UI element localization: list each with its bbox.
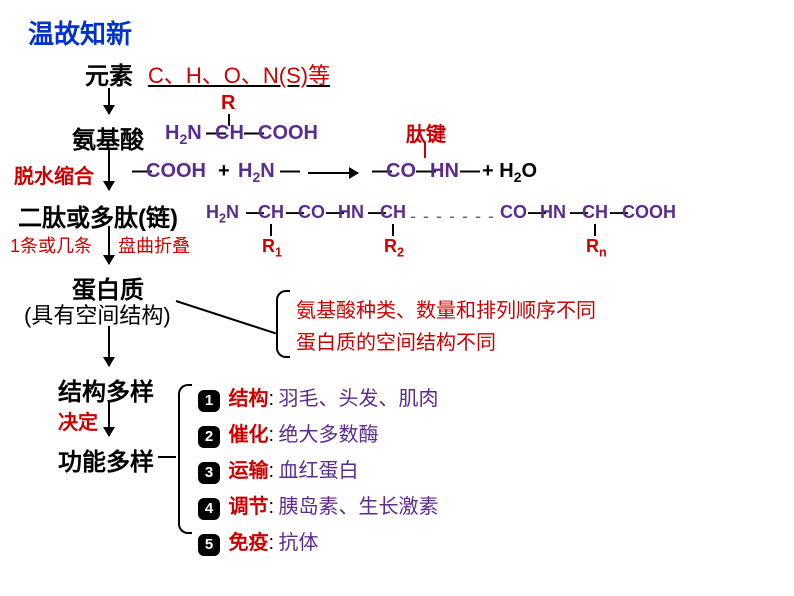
reason-2: 蛋白质的空间结构不同 [296,326,496,355]
bracket-reasons [276,290,290,358]
func-label-1: 结构 [228,388,268,410]
chain-ch1: CH [258,202,284,223]
chain-ch3: CH [582,202,608,223]
label-function-diverse: 功能多样 [58,442,154,477]
arrow-protein-to-structure [108,326,110,366]
func-row-5: 5 免疫: 抗体 [198,526,438,556]
badge-3: 3 [198,462,220,484]
func-label-4: 调节 [228,496,268,518]
chain-ch2: CH [380,202,406,223]
reason-1: 氨基酸种类、数量和排列顺序不同 [296,294,596,323]
page-title: 温故知新 [28,14,132,51]
rbond-1 [270,224,272,236]
chain-rn: Rn [586,236,607,260]
bond-r2: — [280,160,300,183]
func-row-4: 4 调节: 胰岛素、生长激素 [198,490,438,520]
func-label-3: 运输 [228,460,268,482]
label-determines: 决定 [58,406,98,435]
rbond-2 [392,224,394,236]
formula-cooh-1: COOH [258,122,318,145]
formula-ch-1: CH [215,122,244,145]
badge-1: 1 [198,390,220,412]
func-row-1: 1 结构: 羽毛、头发、肌肉 [198,382,438,412]
arrow-elements-to-aminoacid [108,88,110,114]
chain-r1: R1 [262,236,282,260]
arrow-aminoacid-to-peptide [108,150,110,190]
label-dehydration: 脱水缩合 [14,160,94,189]
reaction-co: CO [386,160,416,183]
bond-r5: — [460,160,480,183]
badge-5: 5 [198,534,220,556]
func-row-2: 2 催化: 绝大多数酶 [198,418,438,448]
label-coil-fold: 盘曲折叠 [118,232,190,258]
func-row-3: 3 运输: 血红蛋白 [198,454,438,484]
peptide-bond-line [424,142,426,158]
chain-dots: - - - - - - - [410,206,495,227]
bracket-functions [178,384,192,534]
label-dipeptide: 二肽或多肽(链) [18,198,178,233]
label-protein-sub: (具有空间结构) [24,298,171,330]
badge-2: 2 [198,426,220,448]
function-list: 1 结构: 羽毛、头发、肌肉 2 催化: 绝大多数酶 3 运输: 血红蛋白 4 … [198,382,438,556]
func-connector [158,456,176,458]
label-structure-diverse: 结构多样 [58,372,154,407]
label-elements-detail: C、H、O、N(S)等 [148,58,330,90]
badge-4: 4 [198,498,220,520]
reaction-arrow [308,172,358,174]
chain-co1: CO [298,202,325,223]
formula-r: R [221,92,235,115]
chain-hn2: HN [540,202,566,223]
chain-r2: R2 [384,236,404,260]
chain-co2: CO [500,202,527,223]
func-ex-5: 抗体 [278,532,318,554]
func-ex-4: 胰岛素、生长激素 [278,496,438,518]
chain-cooh: COOH [622,202,676,223]
chain-hn1: HN [338,202,364,223]
diag-connector [176,300,276,334]
reaction-plus: + [218,160,230,183]
func-label-5: 免疫 [228,532,268,554]
chain-h2n: H2N [206,202,239,226]
arrow-peptide-to-protein [108,226,110,264]
reaction-cooh: COOH [146,160,206,183]
label-chain-count: 1条或几条 [10,232,92,258]
reaction-h2o: + H2O [482,160,537,185]
reaction-h2n: H2N [238,160,275,185]
formula-h2n-1: H2N [165,122,202,147]
func-ex-2: 绝大多数酶 [278,424,378,446]
label-peptide-bond: 肽键 [406,118,446,147]
rbond-n [594,224,596,236]
reaction-hn: HN [430,160,459,183]
func-label-2: 催化 [228,424,268,446]
arrow-structure-to-function [108,402,110,436]
label-elements: 元素 [85,56,133,91]
func-ex-1: 羽毛、头发、肌肉 [278,388,438,410]
func-ex-3: 血红蛋白 [278,460,358,482]
